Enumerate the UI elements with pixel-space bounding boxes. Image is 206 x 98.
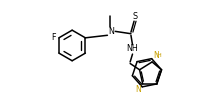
Text: N: N (108, 27, 114, 36)
Text: S: S (132, 12, 137, 21)
Text: N: N (153, 51, 159, 60)
Text: NH: NH (126, 44, 138, 53)
Text: F: F (51, 33, 55, 42)
Text: H: H (156, 53, 160, 58)
Text: N: N (135, 85, 140, 94)
